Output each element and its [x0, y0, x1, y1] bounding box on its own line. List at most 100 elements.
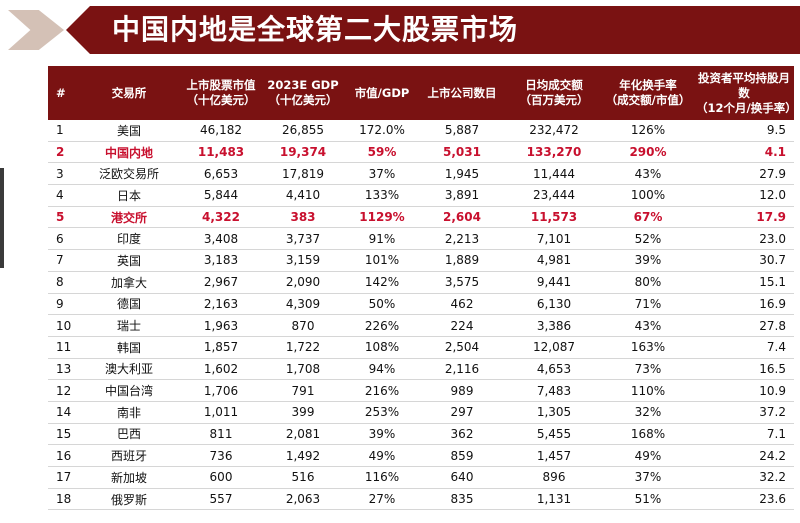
cell-market-cap: 4,322	[182, 206, 260, 229]
table-row: 9 德国 2,163 4,309 50% 462 6,130 71% 16.9	[48, 293, 794, 316]
table-row: 1 美国 46,182 26,855 172.0% 5,887 232,472 126% 9.5	[48, 120, 794, 142]
cell-listed: 2,604	[418, 206, 506, 229]
cell-market-cap: 1,857	[182, 336, 260, 359]
cell-rank: 3	[48, 162, 76, 186]
header-label-line1: 年化换手率	[619, 78, 677, 92]
cell-gdp: 1,722	[260, 336, 346, 359]
cell-listed: 835	[418, 488, 506, 511]
cell-exchange: 中国台湾	[76, 379, 182, 402]
cell-holding-months: 30.7	[694, 249, 794, 272]
cell-exchange: 泛欧交易所	[76, 162, 182, 186]
cell-exchange: 印度	[76, 227, 182, 251]
cell-turnover-rate: 37%	[602, 466, 694, 489]
cell-exchange: 韩国	[76, 336, 182, 359]
table-row: 4 日本 5,844 4,410 133% 3,891 23,444 100% 12.0	[48, 184, 794, 207]
cell-gdp: 383	[260, 206, 346, 229]
header-label-line1: 2023E GDP	[267, 78, 339, 92]
cell-turnover-rate: 163%	[602, 336, 694, 359]
header-listed: 上市公司数目	[418, 66, 506, 120]
cell-daily-turnover: 6,130	[506, 293, 602, 316]
cell-turnover-rate: 73%	[602, 358, 694, 381]
cell-daily-turnover: 896	[506, 466, 602, 489]
cell-turnover-rate: 32%	[602, 401, 694, 424]
cell-market-cap: 1,602	[182, 358, 260, 381]
cell-market-cap: 1,706	[182, 379, 260, 402]
cell-rank: 1	[48, 120, 76, 142]
cell-turnover-rate: 290%	[602, 141, 694, 164]
table-row: 5 港交所 4,322 383 1129% 2,604 11,573 67% 17.9	[48, 206, 794, 229]
cell-turnover-rate: 80%	[602, 271, 694, 294]
chevron-arrow-icon	[8, 10, 64, 50]
header-label-line1: 交易所	[111, 85, 147, 100]
header-label-line1: 市值/GDP	[354, 85, 410, 100]
cell-cap-gdp: 37%	[346, 162, 418, 186]
cell-holding-months: 9.5	[694, 120, 794, 142]
cell-rank: 17	[48, 466, 76, 489]
cell-gdp: 19,374	[260, 141, 346, 164]
cell-gdp: 2,090	[260, 271, 346, 294]
cell-turnover-rate: 100%	[602, 184, 694, 207]
cell-turnover-rate: 52%	[602, 227, 694, 251]
cell-exchange: 中国内地	[76, 141, 182, 164]
table-row: 13 澳大利亚 1,602 1,708 94% 2,116 4,653 73% 16.5	[48, 358, 794, 381]
cell-daily-turnover: 1,131	[506, 488, 602, 511]
cell-listed: 3,891	[418, 184, 506, 207]
cell-turnover-rate: 51%	[602, 488, 694, 511]
cell-gdp: 870	[260, 314, 346, 337]
cell-daily-turnover: 7,483	[506, 379, 602, 402]
cell-turnover-rate: 43%	[602, 162, 694, 186]
cell-holding-months: 16.9	[694, 293, 794, 316]
header-label-line1: 投资者平均持股月数	[698, 70, 790, 100]
cell-daily-turnover: 11,444	[506, 162, 602, 186]
cell-listed: 640	[418, 466, 506, 489]
header-exchange: 交易所	[76, 66, 182, 120]
header-label-line2: （百万美元）	[519, 93, 589, 107]
cell-holding-months: 7.4	[694, 336, 794, 359]
cell-market-cap: 46,182	[182, 120, 260, 142]
cell-exchange: 南非	[76, 401, 182, 424]
cell-cap-gdp: 49%	[346, 444, 418, 467]
cell-market-cap: 557	[182, 488, 260, 511]
cell-rank: 8	[48, 271, 76, 294]
cell-listed: 297	[418, 401, 506, 424]
cell-daily-turnover: 7,101	[506, 227, 602, 251]
cell-exchange: 德国	[76, 293, 182, 316]
cell-rank: 14	[48, 401, 76, 424]
cell-turnover-rate: 168%	[602, 423, 694, 446]
cell-cap-gdp: 101%	[346, 249, 418, 272]
cell-rank: 16	[48, 444, 76, 467]
cell-listed: 2,116	[418, 358, 506, 381]
cell-rank: 9	[48, 293, 76, 316]
cell-daily-turnover: 11,573	[506, 206, 602, 229]
cell-holding-months: 15.1	[694, 271, 794, 294]
cell-gdp: 3,159	[260, 249, 346, 272]
header-label-line2: （十亿美元）	[268, 93, 338, 107]
cell-rank: 18	[48, 488, 76, 511]
cell-market-cap: 736	[182, 444, 260, 467]
cell-holding-months: 4.1	[694, 141, 794, 164]
cell-cap-gdp: 50%	[346, 293, 418, 316]
title-bar	[66, 6, 800, 54]
cell-exchange: 英国	[76, 249, 182, 272]
cell-holding-months: 23.0	[694, 227, 794, 251]
cell-exchange: 澳大利亚	[76, 358, 182, 381]
header-label-line1: 上市公司数目	[427, 85, 497, 100]
table-row: 16 西班牙 736 1,492 49% 859 1,457 49% 24.2	[48, 444, 794, 467]
cell-cap-gdp: 1129%	[346, 206, 418, 229]
cell-turnover-rate: 49%	[602, 444, 694, 467]
cell-gdp: 399	[260, 401, 346, 424]
cell-gdp: 4,309	[260, 293, 346, 316]
header-market-cap: 上市股票市值 （十亿美元）	[182, 66, 260, 120]
table-row: 15 巴西 811 2,081 39% 362 5,455 168% 7.1	[48, 423, 794, 446]
cell-daily-turnover: 5,455	[506, 423, 602, 446]
cell-cap-gdp: 226%	[346, 314, 418, 337]
market-table: # 交易所 上市股票市值 （十亿美元） 2023E GDP （十亿美元） 市值/GDP 上市公…	[48, 66, 797, 511]
cell-market-cap: 2,967	[182, 271, 260, 294]
cell-listed: 859	[418, 444, 506, 467]
header-label-line2: （成交额/市值）	[605, 93, 691, 107]
cell-cap-gdp: 116%	[346, 466, 418, 489]
cell-rank: 7	[48, 249, 76, 272]
cell-cap-gdp: 142%	[346, 271, 418, 294]
cell-exchange: 俄罗斯	[76, 488, 182, 511]
header-label-line1: 日均成交额	[525, 78, 583, 92]
